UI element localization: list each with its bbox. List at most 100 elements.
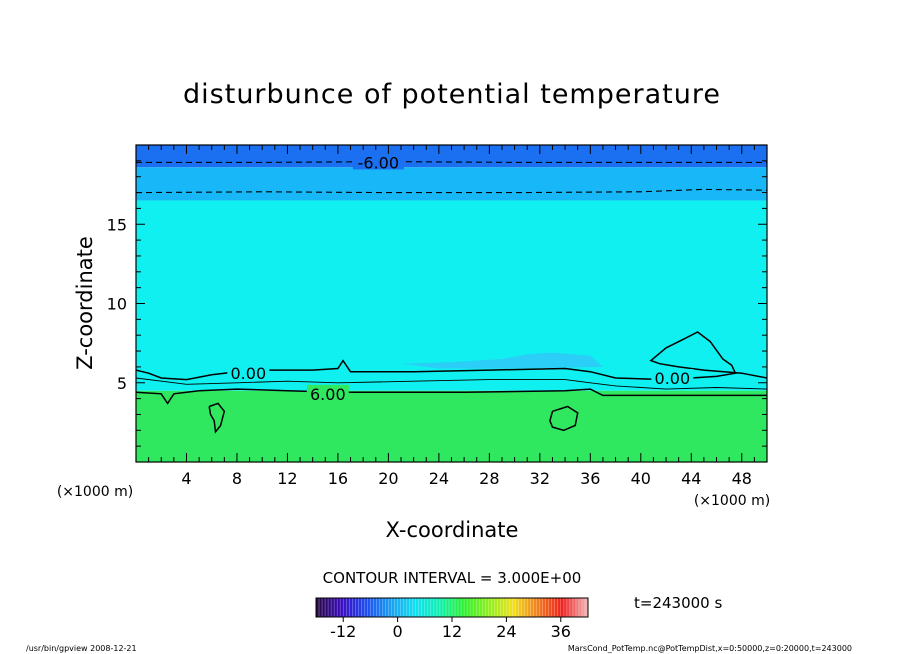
colorbar-cell <box>352 598 356 617</box>
z-unit-label: (×1000 m) <box>57 484 133 500</box>
rain-patch <box>401 352 603 369</box>
x-tick-label: 16 <box>328 469 348 488</box>
x-tick-label: 12 <box>277 469 297 488</box>
contour-line-4 <box>136 388 767 405</box>
y-tick-label: 5 <box>117 374 127 393</box>
colorbar-cell <box>548 598 553 617</box>
x-tick-label: 48 <box>732 469 752 488</box>
colorbar-cell <box>406 598 411 617</box>
colorbar-cell <box>415 598 420 617</box>
contour-line-6 <box>208 402 226 434</box>
x-unit-label: (×1000 m) <box>694 493 770 509</box>
colorbar-cell <box>521 598 525 617</box>
colorbar-cell <box>500 598 504 617</box>
colorbar-ticks: -12 0 12 24 36 <box>330 617 571 641</box>
x-tick-label: 4 <box>181 469 191 488</box>
colorbar-cell <box>319 598 323 617</box>
colorbar-cell <box>340 598 344 617</box>
colorbar-cell <box>421 598 426 617</box>
colorbar-tick-label: 24 <box>496 622 516 641</box>
colorbar-cell <box>542 598 547 617</box>
colorbar-cell <box>572 598 577 617</box>
colorbar-cell <box>584 598 589 617</box>
x-tick-label: 28 <box>479 469 499 488</box>
colorbar-cell <box>418 598 423 617</box>
x-axis-title: X-coordinate <box>386 518 519 542</box>
colorbar-cell <box>575 598 580 617</box>
x-tick-label: 36 <box>580 469 600 488</box>
colorbar-cell <box>430 598 435 617</box>
colorbar-cell <box>379 598 383 617</box>
contour-labels: -6.00 0.00 0.00 6.00 <box>227 153 694 404</box>
band-2 <box>136 167 767 201</box>
colorbar-cell <box>536 598 541 617</box>
colorbar-cell <box>346 598 350 617</box>
colorbar-cell <box>497 598 501 617</box>
colorbar-cell <box>433 598 438 617</box>
colorbar-cell <box>367 598 371 617</box>
colorbar-cell <box>385 598 389 617</box>
contour-interval-text: CONTOUR INTERVAL = 3.000E+00 <box>323 569 582 587</box>
color-bands <box>136 145 767 462</box>
colorbar-tick-label: 12 <box>442 622 462 641</box>
colorbar-cell <box>503 598 507 617</box>
colorbar-cell <box>539 598 544 617</box>
colorbar-cell <box>400 598 405 617</box>
contour-label-2: 0.00 <box>655 369 691 388</box>
colorbar-cell <box>554 598 559 617</box>
colorbar-cell <box>343 598 347 617</box>
colorbar-cell <box>442 598 447 617</box>
contour-line-3 <box>136 377 767 390</box>
y-tick-label: 15 <box>107 215 127 234</box>
contour-label-bg-0 <box>352 153 404 170</box>
plot-area: -6.000.00 0.006.00 4 8 12 16 20 24 28 32 36 40 44 48… <box>107 144 768 488</box>
contour-label-0: -6.00 <box>358 153 399 172</box>
colorbar-cell <box>527 598 531 617</box>
colorbar-cell <box>355 598 359 617</box>
contour-label-bg-3 <box>306 384 349 401</box>
colorbar-cell <box>337 598 341 617</box>
colorbar-cell <box>476 598 480 617</box>
colorbar-cell <box>566 598 571 617</box>
contour-label-bg-1 <box>227 364 270 381</box>
contour-label-3: 6.00 <box>310 385 346 404</box>
band-0 <box>136 390 767 462</box>
colorbar-cell <box>569 598 574 617</box>
colorbar-cell <box>551 598 556 617</box>
colorbar-cell <box>403 598 408 617</box>
colorbar-cell <box>509 598 513 617</box>
colorbar-cell <box>533 598 538 617</box>
colorbar-cell <box>409 598 414 617</box>
colorbar-cell <box>470 598 474 617</box>
colorbar-cell <box>373 598 377 617</box>
colorbar-cell <box>439 598 444 617</box>
colorbar-cell <box>467 598 471 617</box>
colorbar-cell <box>581 598 586 617</box>
footer-right: MarsCond_PotTemp.nc@PotTempDist,x=0:5000… <box>568 644 852 653</box>
colorbar-cell <box>436 598 441 617</box>
colorbar-cell <box>370 598 374 617</box>
colorbar-cell <box>361 598 365 617</box>
colorbar-cell <box>461 598 465 617</box>
x-axis-ticks: 4 8 12 16 20 24 28 32 36 40 44 48 <box>148 145 755 488</box>
colorbar: -12 0 12 24 36 <box>315 597 589 641</box>
colorbar-tick-label: 36 <box>551 622 571 641</box>
y-tick-label: 10 <box>107 295 127 314</box>
colorbar-cell <box>391 598 395 617</box>
colorbar-cell <box>479 598 483 617</box>
colorbar-cell <box>488 598 492 617</box>
colorbar-tick-label: 0 <box>393 622 403 641</box>
colorbar-cell <box>325 598 329 617</box>
colorbar-cell <box>530 598 534 617</box>
colorbar-cell <box>394 598 398 617</box>
colorbar-cell <box>515 598 519 617</box>
footer-left: /usr/bin/gpview 2008-12-21 <box>26 644 137 653</box>
colorbar-cell <box>349 598 353 617</box>
colorbar-cell <box>322 598 326 617</box>
colorbar-cell <box>464 598 468 617</box>
colorbar-cell <box>452 598 456 617</box>
colorbar-cell <box>491 598 495 617</box>
colorbar-cell <box>448 598 453 617</box>
colorbar-cell <box>524 598 528 617</box>
